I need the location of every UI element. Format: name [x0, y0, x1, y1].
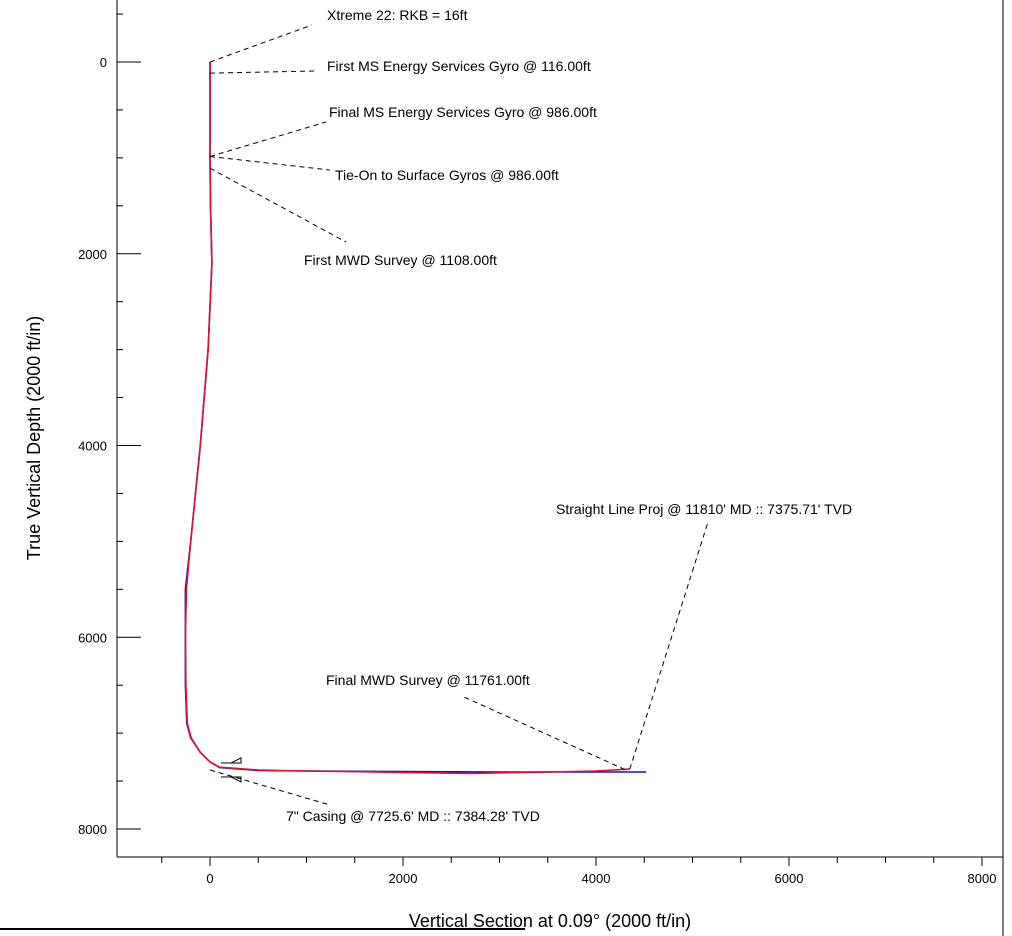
actual-line — [184, 62, 630, 775]
x-tick-label: 4000 — [582, 871, 611, 886]
y-axis-label: True Vertical Depth (2000 ft/in) — [24, 316, 44, 560]
annotation-label: Straight Line Proj @ 11810' MD :: 7375.7… — [556, 501, 852, 517]
annotation-label: 7" Casing @ 7725.6' MD :: 7384.28' TVD — [286, 808, 540, 824]
x-tick-label: 2000 — [389, 871, 418, 886]
x-tick-label: 8000 — [968, 871, 997, 886]
annotation-label: Final MWD Survey @ 11761.00ft — [326, 672, 530, 688]
annotation-leader — [209, 24, 313, 63]
annotation-leader — [209, 769, 331, 806]
annotation-leader — [629, 521, 709, 770]
annotation-leader — [209, 121, 327, 158]
x-tick-label: 6000 — [775, 871, 804, 886]
casing-marker-top — [230, 757, 242, 764]
annotations-group: Xtreme 22: RKB = 16ft First MS Energy Ser… — [209, 7, 852, 824]
annotation-label: First MWD Survey @ 1108.00ft — [304, 252, 497, 268]
annotation-label: Xtreme 22: RKB = 16ft — [327, 7, 468, 23]
annotation-leader — [463, 696, 626, 771]
y-tick-label: 8000 — [78, 822, 107, 837]
y-tick-label: 0 — [100, 55, 107, 70]
x-tick-label: 0 — [206, 871, 213, 886]
y-tick-label: 6000 — [78, 630, 107, 645]
annotation-leader — [209, 156, 331, 171]
annotation-label: Tie-On to Surface Gyros @ 986.00ft — [335, 167, 559, 183]
casing-marker-bottom — [230, 776, 242, 783]
y-tick-label: 2000 — [78, 247, 107, 262]
x-axis-label: Vertical Section at 0.09° (2000 ft/in) — [409, 911, 691, 931]
annotation-label: Final MS Energy Services Gyro @ 986.00ft — [329, 104, 597, 120]
annotation-leader — [209, 70, 316, 74]
annotation-leader — [209, 167, 347, 243]
y-tick-label: 4000 — [78, 439, 107, 454]
series-group — [184, 62, 647, 783]
annotation-label: First MS Energy Services Gyro @ 116.00ft — [327, 58, 591, 74]
